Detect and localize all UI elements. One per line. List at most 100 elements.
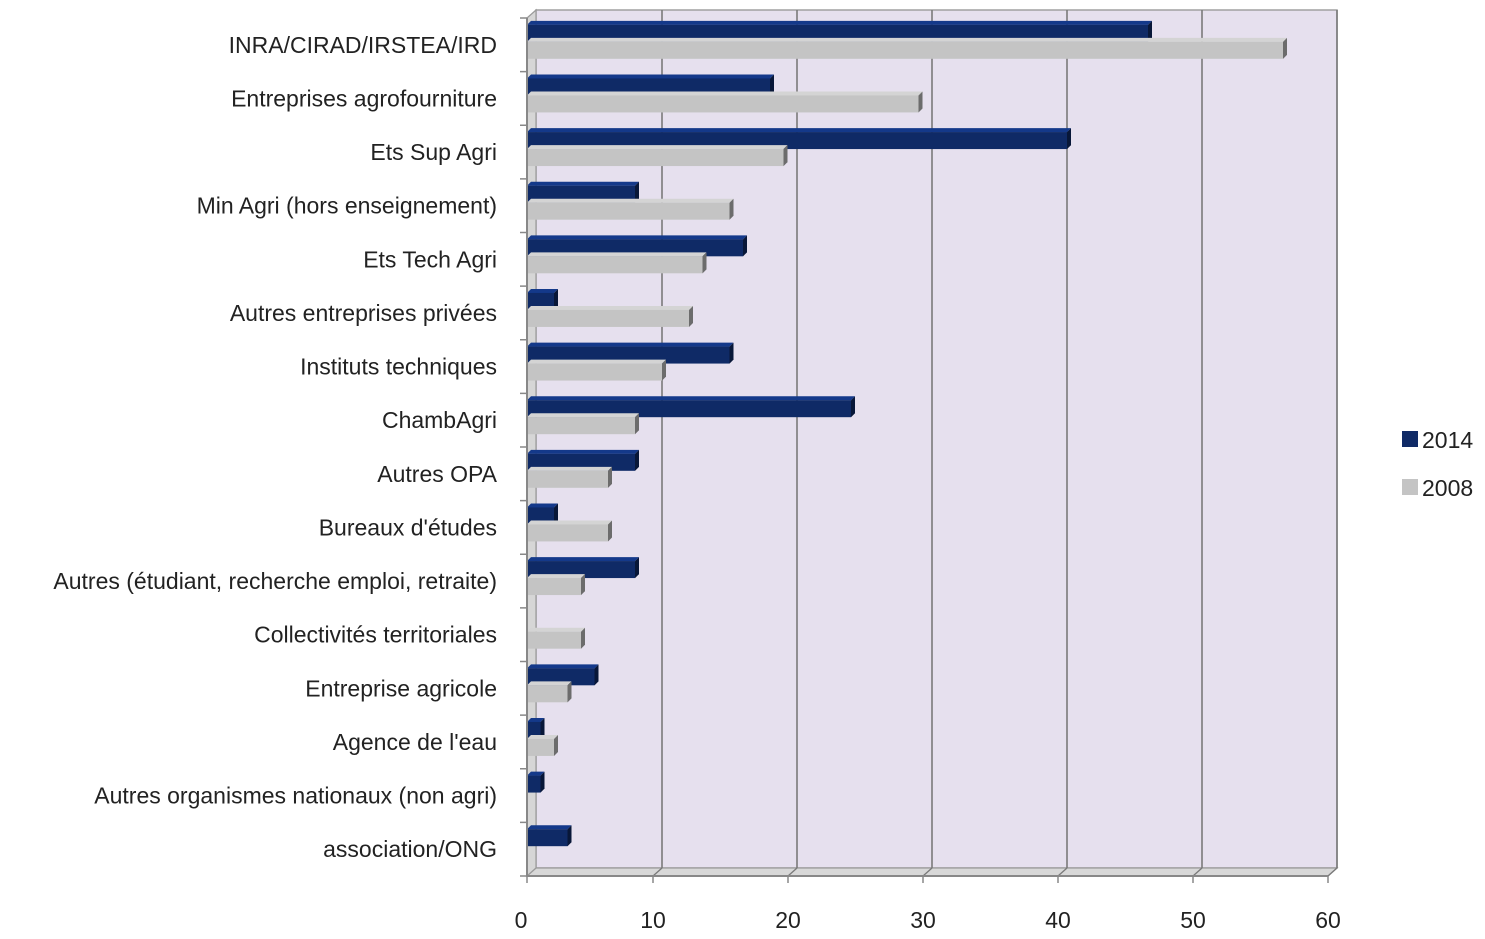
bar-top	[527, 413, 639, 418]
bar-top	[527, 359, 666, 364]
gridline-floor	[922, 867, 933, 877]
bar-end	[729, 198, 734, 220]
bar-top	[527, 37, 1287, 42]
bar	[527, 574, 585, 596]
bar	[527, 734, 558, 756]
bar-top	[527, 520, 612, 525]
x-tick-label: 0	[515, 907, 528, 933]
category-label: Entreprise agricole	[305, 675, 497, 701]
bar	[527, 520, 612, 542]
bar-front	[527, 829, 568, 847]
bar-top	[527, 449, 639, 454]
bar-front	[527, 41, 1283, 59]
category-label: Collectivités territoriales	[254, 622, 497, 648]
bar-end	[729, 342, 734, 364]
bar	[527, 413, 639, 435]
category-label: association/ONG	[323, 836, 497, 862]
category-label: Instituts techniques	[300, 354, 497, 380]
x-tick-labels: 0 10 20 30 40 50 60	[515, 907, 1341, 933]
bar-top	[527, 128, 1071, 133]
bar-end	[743, 235, 747, 257]
bar	[527, 681, 572, 703]
bar	[527, 145, 788, 167]
x-tick-label: 60	[1315, 907, 1341, 933]
bar-front	[527, 721, 541, 739]
bar-end	[554, 288, 558, 310]
bar-end	[635, 449, 639, 471]
bar-end	[1283, 37, 1287, 59]
bar-front	[527, 668, 595, 686]
bar-front	[527, 185, 635, 203]
bars	[527, 20, 1287, 847]
bar-end	[635, 557, 639, 579]
category-label: Bureaux d'études	[319, 514, 497, 540]
bar-front	[527, 631, 581, 649]
bar	[527, 91, 923, 113]
bar-top	[527, 181, 639, 186]
bar-top	[527, 825, 572, 830]
x-tick-label: 50	[1180, 907, 1206, 933]
category-label: Min Agri (hors enseignement)	[197, 193, 497, 219]
bar-end	[540, 771, 545, 793]
x-tick-label: 30	[910, 907, 936, 933]
bar-front	[527, 453, 635, 471]
category-label: Agence de l'eau	[333, 729, 497, 755]
legend-swatch	[1402, 479, 1418, 495]
legend-label: 2014	[1422, 427, 1473, 453]
bar-end	[594, 664, 599, 686]
bar-top	[527, 574, 585, 579]
category-label: Ets Tech Agri	[363, 246, 497, 272]
bar-front	[527, 400, 851, 418]
bar-top	[527, 466, 612, 471]
bar	[527, 128, 1071, 150]
bar-front	[527, 578, 581, 596]
category-label: Autres OPA	[377, 461, 497, 487]
category-labels: INRA/CIRAD/IRSTEA/IRD Entreprises agrofou…	[53, 32, 497, 862]
category-label: Autres entreprises privées	[230, 300, 497, 326]
bar-top	[527, 145, 788, 150]
legend-swatch	[1402, 431, 1418, 447]
bar-front	[527, 561, 635, 579]
bar-front	[527, 685, 568, 703]
bar-front	[527, 775, 541, 793]
gridline-floor	[652, 867, 663, 877]
gridline-floor	[1192, 867, 1203, 877]
bar-front	[527, 470, 608, 488]
bar-end	[567, 825, 572, 847]
bar	[527, 664, 599, 686]
bar-top	[527, 503, 558, 508]
bar	[527, 717, 545, 739]
category-label: Entreprises agrofourniture	[231, 85, 497, 111]
bar-end	[783, 145, 788, 167]
bar-top	[527, 20, 1152, 25]
gridline-floor	[1057, 867, 1068, 877]
bar-top	[527, 734, 558, 739]
bar-top	[527, 235, 747, 240]
bar	[527, 359, 666, 381]
legend-label: 2008	[1422, 475, 1473, 501]
bar	[527, 771, 545, 793]
bar-top	[527, 288, 558, 293]
bar-front	[527, 738, 554, 756]
bar-top	[527, 396, 855, 401]
bar-end	[635, 413, 639, 435]
gridline-floor	[1327, 867, 1338, 877]
bar-front	[527, 149, 784, 167]
x-tick-label: 20	[775, 907, 801, 933]
bar-top	[527, 557, 639, 562]
bar-end	[918, 91, 923, 113]
bar-end	[1067, 128, 1071, 150]
bar	[527, 557, 639, 579]
bar	[527, 627, 585, 649]
bar-front	[527, 346, 730, 364]
bar-front	[527, 24, 1148, 42]
bar-front	[527, 256, 703, 274]
x-tick-label: 40	[1045, 907, 1071, 933]
bar-end	[581, 627, 585, 649]
bar-top	[527, 198, 734, 203]
bar-front	[527, 309, 689, 327]
category-label: INRA/CIRAD/IRSTEA/IRD	[229, 32, 497, 58]
bar-end	[1148, 20, 1152, 42]
bar-top	[527, 771, 545, 776]
